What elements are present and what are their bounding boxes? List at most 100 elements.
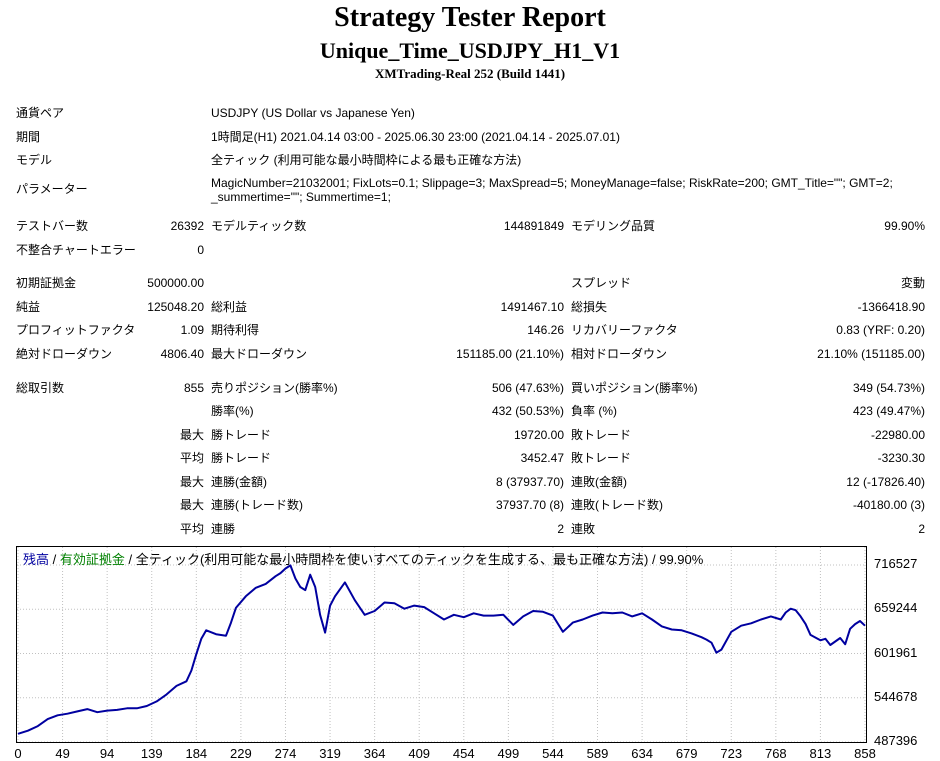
spread-value: 変動 xyxy=(900,276,925,290)
x-tick-label: 274 xyxy=(274,746,297,761)
x-tick-label: 409 xyxy=(408,746,431,761)
avg-loss-value: -3230.30 xyxy=(877,451,925,465)
cons-wins-label: 連勝(金額) xyxy=(211,475,267,489)
avg-win-value: 3452.47 xyxy=(520,451,564,465)
x-tick-label: 499 xyxy=(497,746,520,761)
period-value: 1時間足(H1) 2021.04.14 03:00 - 2025.06.30 2… xyxy=(211,130,620,144)
x-tick-label: 813 xyxy=(809,746,832,761)
params-row: パラメーター MagicNumber=21032001; FixLots=0.1… xyxy=(0,176,940,208)
report-title: Strategy Tester Report xyxy=(334,2,606,33)
period-label: 期間 xyxy=(16,130,41,144)
x-tick-label: 723 xyxy=(720,746,743,761)
average-prefix: 平均 xyxy=(179,451,204,465)
x-tick-label: 634 xyxy=(631,746,653,761)
model-value: 全ティック (利用可能な最小時間枠による最も正確な方法) xyxy=(211,153,522,167)
net-label: 純益 xyxy=(16,300,41,314)
y-tick-label: 659244 xyxy=(874,600,918,616)
avg-win-label: 勝トレード xyxy=(211,451,272,465)
largest-loss-label: 敗トレード xyxy=(571,428,632,442)
cons-profit-label: 連勝(トレード数) xyxy=(211,498,303,512)
deposit-label: 初期証拠金 xyxy=(16,276,77,290)
rel-dd-label: 相対ドローダウン xyxy=(571,347,668,361)
y-tick-label: 487396 xyxy=(874,733,918,748)
lossrate-label: 負率 (%) xyxy=(571,404,617,418)
x-tick-label: 544 xyxy=(542,746,564,761)
largest-prefix: 最大 xyxy=(179,428,204,442)
largest-loss-value: -22980.00 xyxy=(870,428,925,442)
short-positions-value: 506 (47.63%) xyxy=(491,381,564,395)
recovery-value: 0.83 (YRF: 0.20) xyxy=(836,323,925,337)
model-label: モデル xyxy=(16,153,53,167)
mismatch-value: 0 xyxy=(197,243,204,257)
lossrate-value: 423 (49.47%) xyxy=(852,404,925,418)
gross-loss-label: 総損失 xyxy=(571,300,608,314)
cons-losses-label: 連敗(金額) xyxy=(571,475,627,489)
ea-name: Unique_Time_USDJPY_H1_V1 xyxy=(319,38,621,63)
chart-frame: 残高 / 有効証拠金 / 全ティック(利用可能な最小時間枠を使いすべてのティック… xyxy=(16,546,867,743)
y-tick-label: 544678 xyxy=(874,688,918,704)
mismatch-label: 不整合チャートエラー xyxy=(16,243,136,257)
gross-loss-value: -1366418.90 xyxy=(857,300,925,314)
x-tick-label: 589 xyxy=(586,746,609,761)
gross-profit-value: 1491467.10 xyxy=(500,300,564,314)
x-tick-label: 364 xyxy=(363,746,386,761)
abs-dd-label: 絶対ドローダウン xyxy=(16,347,113,361)
legend-sep-2: / xyxy=(124,552,136,567)
legend-balance: 残高 xyxy=(23,552,50,567)
symbol-value: USDJPY (US Dollar vs Japanese Yen) xyxy=(211,106,415,120)
y-tick-label: 601961 xyxy=(874,644,918,660)
x-tick-label: 139 xyxy=(140,746,163,761)
avg-loss-label: 敗トレード xyxy=(571,451,632,465)
legend-model-text: 全ティック(利用可能な最小時間枠を使いすべてのティックを生成する、最も正確な方法… xyxy=(135,552,704,567)
long-positions-value: 349 (54.73%) xyxy=(852,381,925,395)
ticks-label: モデルティック数 xyxy=(211,219,307,233)
params-line1: MagicNumber=21032001; FixLots=0.1; Slipp… xyxy=(211,176,893,190)
largest-win-label: 勝トレード xyxy=(211,428,272,442)
max-dd-value: 151185.00 (21.10%) xyxy=(456,347,564,361)
avg-cons-wins-label: 連勝 xyxy=(211,522,236,536)
cons-trades-prefix: 最大 xyxy=(179,498,204,512)
expected-label: 期待利得 xyxy=(211,323,260,337)
pf-value: 1.09 xyxy=(180,323,204,337)
avg-cons-losses-label: 連敗 xyxy=(571,522,596,536)
chart-legend: 残高 / 有効証拠金 / 全ティック(利用可能な最小時間枠を使いすべてのティック… xyxy=(23,549,703,568)
rel-dd-value: 21.10% (151185.00) xyxy=(817,347,925,361)
total-trades-value: 855 xyxy=(183,381,204,395)
winrate-value: 432 (50.53%) xyxy=(491,404,564,418)
y-tick-label: 716527 xyxy=(874,556,918,571)
balance-chart: 残高 / 有効証拠金 / 全ティック(利用可能な最小時間枠を使いすべてのティック… xyxy=(14,546,940,761)
symbol-label: 通貨ペア xyxy=(16,106,65,120)
gross-profit-label: 総利益 xyxy=(211,300,248,314)
expected-value: 146.26 xyxy=(527,323,564,337)
avg-cons-losses-value: 2 xyxy=(918,522,925,536)
cons-profit-value: 37937.70 (8) xyxy=(495,498,564,512)
x-tick-label: 768 xyxy=(764,746,787,761)
cons-losses-value: 12 (-17826.40) xyxy=(846,475,925,489)
net-value: 125048.20 xyxy=(147,300,204,314)
total-trades-label: 総取引数 xyxy=(16,381,65,395)
ticks-value: 144891849 xyxy=(503,219,564,233)
winrate-label: 勝率(%) xyxy=(211,404,254,418)
x-tick-label: 858 xyxy=(854,746,876,761)
bars-value: 26392 xyxy=(170,219,204,233)
params-label: パラメーター xyxy=(16,182,88,196)
bars-label: テストバー数 xyxy=(16,219,89,233)
max-dd-label: 最大ドローダウン xyxy=(211,347,308,361)
x-tick-label: 679 xyxy=(675,746,698,761)
x-tick-label: 454 xyxy=(452,746,475,761)
cons-loss-value: -40180.00 (3) xyxy=(852,498,925,512)
quality-value: 99.90% xyxy=(884,219,925,233)
avg-cons-wins-value: 2 xyxy=(557,522,564,536)
abs-dd-value: 4806.40 xyxy=(160,347,204,361)
x-tick-label: 319 xyxy=(319,746,341,761)
x-tick-label: 184 xyxy=(185,746,208,761)
deposit-value: 500000.00 xyxy=(147,276,204,290)
short-positions-label: 売りポジション(勝率%) xyxy=(211,381,338,395)
legend-sep-1: / xyxy=(49,552,60,567)
pf-label: プロフィットファクタ xyxy=(16,323,136,337)
cons-wins-value: 8 (37937.70) xyxy=(495,475,564,489)
legend-equity: 有効証拠金 xyxy=(59,552,125,567)
x-tick-label: 0 xyxy=(14,746,22,761)
params-line2: _summertime=""; Summertime=1; xyxy=(211,190,391,204)
recovery-label: リカバリーファクタ xyxy=(571,323,678,337)
